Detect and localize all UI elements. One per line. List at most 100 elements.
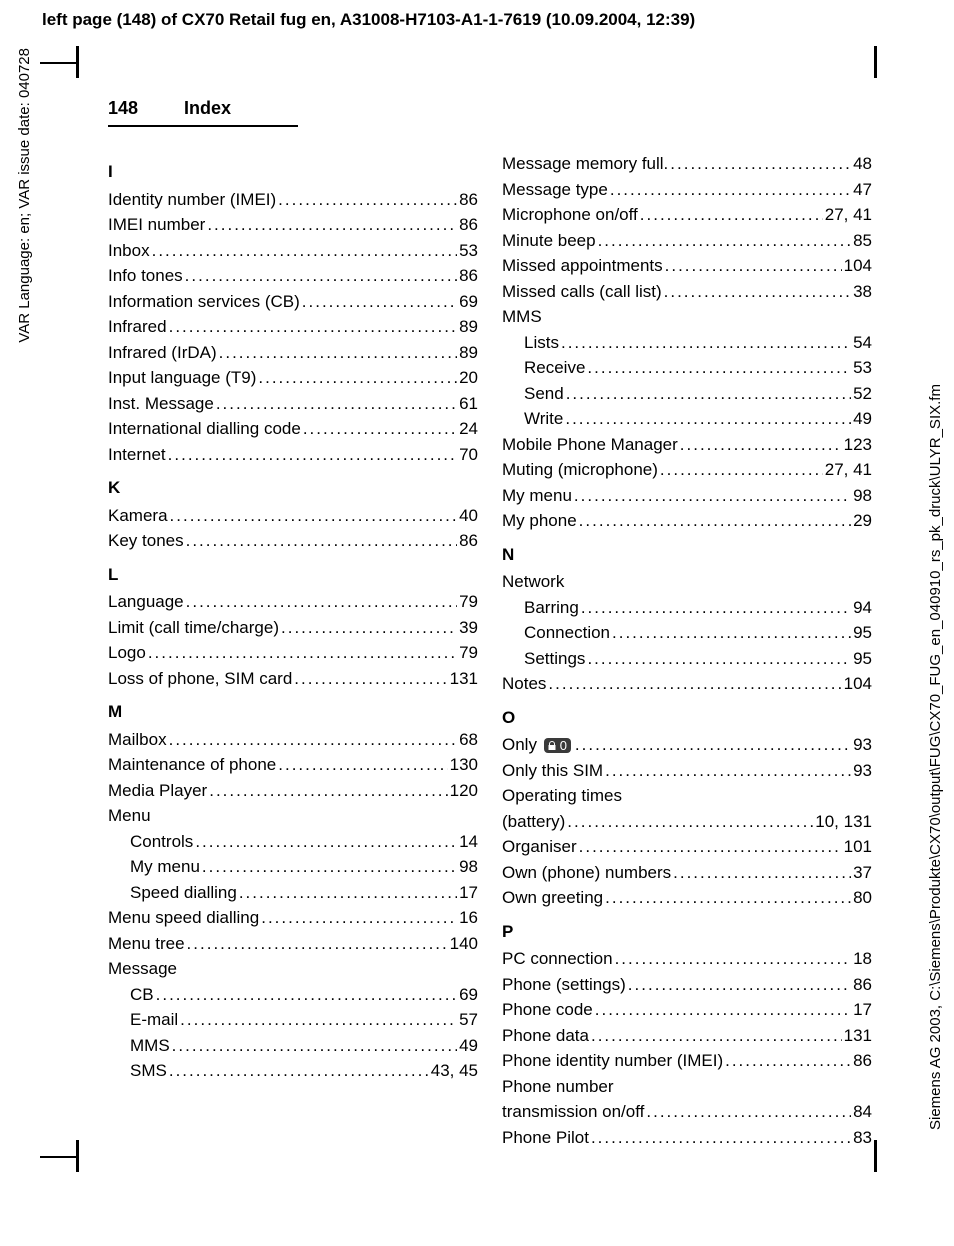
- index-entry-label: PC connection: [502, 946, 613, 972]
- index-entry-label: Missed appointments: [502, 253, 663, 279]
- index-entry-label: Network: [502, 569, 564, 595]
- index-entry: Organiser101: [502, 834, 872, 860]
- index-page-ref: 95: [853, 620, 872, 646]
- index-section-letter: L: [108, 562, 478, 588]
- index-dots: [261, 905, 457, 931]
- index-subentry: MMS49: [108, 1033, 478, 1059]
- index-entry: Information services (CB) 69: [108, 289, 478, 315]
- index-entry: Infrared (IrDA) 89: [108, 340, 478, 366]
- index-entry-label: Message memory full.: [502, 151, 668, 177]
- index-dots: [148, 640, 457, 666]
- index-entry-label: Information services (CB): [108, 289, 300, 315]
- index-column-right: Message memory full.48Message type47Micr…: [502, 151, 872, 1150]
- index-entry-label: Minute beep: [502, 228, 596, 254]
- index-entry-label: Language: [108, 589, 184, 615]
- index-entry: Own greeting80: [502, 885, 872, 911]
- index-page-ref: 89: [459, 340, 478, 366]
- index-page-ref: 37: [853, 860, 872, 886]
- page-title: Index: [184, 98, 231, 119]
- index-dots: [615, 946, 852, 972]
- index-dots: [180, 1007, 457, 1033]
- page-content: 148 Index IIdentity number (IMEI)86IMEI …: [108, 98, 868, 1150]
- index-page-ref: 80: [853, 885, 872, 911]
- index-entry-label: Missed calls (call list): [502, 279, 662, 305]
- index-page-ref: 86: [853, 1048, 872, 1074]
- index-entry-label: Own (phone) numbers: [502, 860, 671, 886]
- index-page-ref: 39: [459, 615, 478, 641]
- index-dots: [219, 340, 457, 366]
- index-dots: [561, 330, 851, 356]
- index-page-ref: 69: [459, 289, 478, 315]
- index-page-ref: 17: [853, 997, 872, 1023]
- index-page-ref: 86: [459, 528, 478, 554]
- index-page-ref: 120: [450, 778, 478, 804]
- index-entry: Inst. Message61: [108, 391, 478, 417]
- index-section-letter: K: [108, 475, 478, 501]
- index-dots: [670, 151, 851, 177]
- index-subentry: Controls 14: [108, 829, 478, 855]
- index-entry-label: Mobile Phone Manager: [502, 432, 678, 458]
- index-page-ref: 98: [459, 854, 478, 880]
- index-page-ref: 131: [844, 1023, 872, 1049]
- index-page-ref: 86: [853, 972, 872, 998]
- index-entry: Infrared89: [108, 314, 478, 340]
- index-page-ref: 98: [853, 483, 872, 509]
- index-dots: [574, 483, 851, 509]
- index-entry-header: MMS: [502, 304, 872, 330]
- crop-mark-top-right: [874, 46, 877, 78]
- index-page-ref: 86: [459, 263, 478, 289]
- index-entry: Message memory full.48: [502, 151, 872, 177]
- index-entry-header: Phone number: [502, 1074, 872, 1100]
- index-entry: Info tones86: [108, 263, 478, 289]
- index-page-ref: 17: [459, 880, 478, 906]
- index-entry: International dialling code24: [108, 416, 478, 442]
- index-entry-label: Inst. Message: [108, 391, 214, 417]
- index-entry-label: Key tones: [108, 528, 184, 554]
- index-dots: [579, 508, 851, 534]
- index-dots: [548, 671, 841, 697]
- index-entry-header: Menu: [108, 803, 478, 829]
- index-section-letter: O: [502, 705, 872, 731]
- index-dots: [294, 666, 447, 692]
- index-entry: Phone data131: [502, 1023, 872, 1049]
- index-page-ref: 86: [459, 212, 478, 238]
- index-page-ref: 14: [459, 829, 478, 855]
- index-dots: [152, 238, 457, 264]
- index-entry-label: transmission on/off: [502, 1099, 644, 1125]
- index-page-ref: 10, 131: [815, 809, 872, 835]
- index-entry-label: Speed dialling: [130, 880, 237, 906]
- index-subentry: My menu98: [108, 854, 478, 880]
- index-page-ref: 101: [844, 834, 872, 860]
- page-number: 148: [108, 98, 138, 119]
- index-entry-label: Operating times: [502, 783, 622, 809]
- index-page-ref: 43, 45: [431, 1058, 478, 1084]
- index-dots: [156, 982, 457, 1008]
- index-dots: [186, 528, 457, 554]
- index-section-letter: N: [502, 542, 872, 568]
- index-entry: Mailbox68: [108, 727, 478, 753]
- index-entry-label: Message: [108, 956, 177, 982]
- index-dots: [207, 212, 457, 238]
- index-entry-label: Limit (call time/charge): [108, 615, 279, 641]
- index-page-ref: 57: [459, 1007, 478, 1033]
- index-entry-label: Infrared (IrDA): [108, 340, 217, 366]
- index-section-letter: P: [502, 919, 872, 945]
- index-entry: PC connection18: [502, 946, 872, 972]
- index-subentry: Barring94: [502, 595, 872, 621]
- index-dots: [640, 202, 823, 228]
- index-page-ref: 83: [853, 1125, 872, 1151]
- index-entry: Mobile Phone Manager123: [502, 432, 872, 458]
- index-page-ref: 130: [450, 752, 478, 778]
- crop-mark-bottom-left: [76, 1140, 79, 1172]
- index-page-ref: 104: [844, 253, 872, 279]
- index-entry-label: CB: [130, 982, 154, 1008]
- index-entry: Inbox53: [108, 238, 478, 264]
- index-entry-label: Phone number: [502, 1074, 614, 1100]
- side-note-right: Siemens AG 2003, C:\Siemens\Produkte\CX7…: [927, 300, 944, 1130]
- index-entry-label: Controls: [130, 829, 193, 855]
- index-entry-label: Only 0: [502, 732, 573, 758]
- index-dots: [281, 615, 457, 641]
- index-section-letter: M: [108, 699, 478, 725]
- index-entry: Loss of phone, SIM card131: [108, 666, 478, 692]
- index-dots: [612, 620, 851, 646]
